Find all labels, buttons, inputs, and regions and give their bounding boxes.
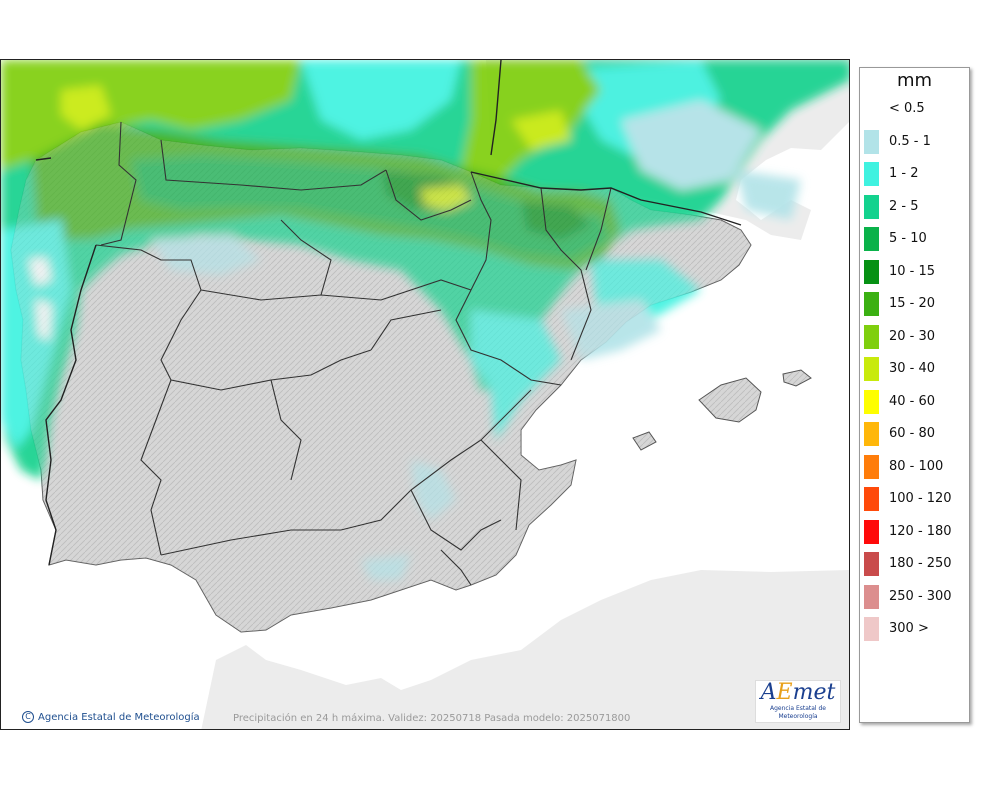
legend-item: 15 - 20 (860, 292, 970, 316)
legend-item: 2 - 5 (860, 194, 970, 219)
relief-overlay (11, 122, 751, 632)
legend-swatch (864, 162, 879, 186)
legend-swatch (864, 617, 879, 641)
legend-swatch (864, 129, 879, 154)
legend-swatch (864, 422, 879, 446)
legend-title: mm (896, 70, 933, 91)
legend-item: 300 > (860, 617, 970, 641)
legend-swatch (864, 584, 879, 609)
legend-label: 5 - 10 (889, 231, 927, 246)
legend-swatch (864, 389, 879, 414)
ibiza (632, 431, 657, 451)
legend-label: 250 - 300 (889, 588, 952, 604)
legend-label: 300 > (889, 621, 929, 636)
copyright-icon: C (22, 711, 34, 723)
legend-label: 1 - 2 (889, 166, 919, 181)
africa-land (201, 570, 849, 729)
legend-label: 15 - 20 (889, 296, 936, 311)
legend-swatch (864, 552, 879, 576)
legend-label: 100 - 120 (889, 491, 952, 506)
precipitation-map (0, 59, 850, 730)
logo-word: AEmet (760, 680, 836, 705)
legend-item: 80 - 100 (860, 454, 970, 479)
legend-swatch (864, 194, 879, 219)
country-borders (35, 60, 742, 566)
legend-label: 0.5 - 1 (889, 133, 931, 149)
legend-item: 20 - 30 (860, 324, 970, 349)
legend-item: 180 - 250 (860, 552, 970, 576)
logo-subtitle: Agencia Estatal de Meteorología (769, 705, 826, 720)
legend-label: 180 - 250 (889, 556, 952, 571)
legend-swatch (864, 97, 879, 121)
legend-item: 5 - 10 (860, 227, 970, 251)
legend-label: 60 - 80 (889, 426, 936, 441)
menorca (782, 369, 812, 387)
legend-label: 120 - 180 (889, 523, 952, 539)
legend-item: 0.5 - 1 (860, 129, 970, 154)
legend-swatch (864, 324, 879, 349)
legend-label: 10 - 15 (889, 263, 936, 279)
legend-label: < 0.5 (889, 101, 925, 116)
legend-label: 30 - 40 (889, 361, 936, 376)
legend-swatch (864, 357, 879, 381)
legend-item: < 0.5 (860, 97, 970, 121)
legend-swatch (864, 292, 879, 316)
legend: mm < 0.5 0.5 - 1 1 - 2 2 - 5 5 - 10 10 - 15 15… (859, 67, 970, 723)
legend-item: 1 - 2 (860, 162, 970, 186)
aemet-logo: AEmet Agencia Estatal de Meteorología (755, 680, 841, 723)
legend-swatch (864, 259, 879, 284)
legend-item: 30 - 40 (860, 357, 970, 381)
legend-label: 40 - 60 (889, 393, 936, 409)
legend-item: 40 - 60 (860, 389, 970, 414)
legend-label: 80 - 100 (889, 458, 944, 474)
legend-swatch (864, 227, 879, 251)
legend-swatch (864, 487, 879, 511)
credit: C Agencia Estatal de Meteorología (22, 711, 200, 723)
legend-item: 60 - 80 (860, 422, 970, 446)
legend-item: 10 - 15 (860, 259, 970, 284)
map-caption: Precipitación en 24 h máxima. Validez: 2… (233, 713, 631, 724)
legend-swatch (864, 519, 879, 544)
map-svg (1, 60, 849, 729)
region-borders (95, 121, 612, 586)
legend-item: 120 - 180 (860, 519, 970, 544)
legend-label: 2 - 5 (889, 198, 919, 214)
mallorca (698, 377, 762, 423)
legend-label: 20 - 30 (889, 328, 936, 344)
legend-swatch (864, 454, 879, 479)
legend-item: 100 - 120 (860, 487, 970, 511)
credit-text: Agencia Estatal de Meteorología (38, 711, 200, 723)
legend-item: 250 - 300 (860, 584, 970, 609)
